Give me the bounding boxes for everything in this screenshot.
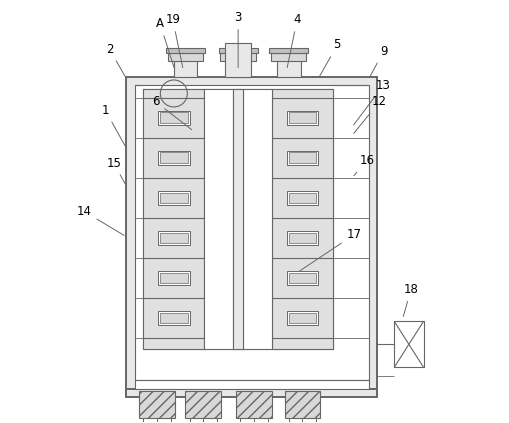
- Bar: [158, 231, 189, 245]
- Bar: [226, 53, 249, 77]
- Bar: [158, 151, 189, 165]
- Text: 12: 12: [353, 95, 386, 133]
- Text: 17: 17: [299, 228, 361, 271]
- Text: 13: 13: [353, 79, 390, 125]
- Bar: [286, 231, 318, 245]
- Text: 2: 2: [105, 43, 125, 76]
- Bar: [158, 271, 189, 285]
- Text: 5: 5: [319, 38, 340, 76]
- Bar: [284, 391, 320, 418]
- Bar: [286, 111, 318, 125]
- Bar: [160, 313, 187, 323]
- Bar: [218, 48, 257, 53]
- Text: 18: 18: [403, 283, 417, 316]
- Bar: [158, 311, 189, 325]
- Bar: [160, 113, 187, 123]
- Bar: [233, 89, 243, 349]
- Bar: [185, 391, 221, 418]
- Text: 15: 15: [106, 157, 125, 184]
- Bar: [134, 380, 368, 389]
- Bar: [126, 389, 377, 397]
- Bar: [225, 43, 250, 77]
- Text: 3: 3: [234, 11, 241, 68]
- Bar: [286, 311, 318, 325]
- Bar: [288, 313, 316, 323]
- Bar: [288, 113, 316, 123]
- Text: 4: 4: [287, 13, 300, 68]
- Bar: [288, 233, 316, 243]
- Bar: [271, 89, 332, 349]
- Text: 16: 16: [353, 154, 374, 176]
- Text: 19: 19: [165, 13, 182, 68]
- Bar: [288, 152, 316, 163]
- Bar: [236, 391, 271, 418]
- Text: 6: 6: [152, 95, 191, 130]
- Bar: [139, 391, 175, 418]
- Bar: [165, 48, 205, 53]
- Bar: [134, 85, 368, 380]
- Bar: [269, 48, 307, 53]
- Bar: [158, 191, 189, 205]
- Bar: [204, 89, 271, 349]
- Text: A: A: [156, 17, 174, 68]
- Bar: [286, 151, 318, 165]
- Bar: [160, 152, 187, 163]
- Text: 1: 1: [101, 104, 125, 146]
- Bar: [173, 53, 197, 77]
- Bar: [288, 273, 316, 283]
- Bar: [160, 192, 187, 203]
- Bar: [160, 273, 187, 283]
- Text: 9: 9: [370, 45, 386, 76]
- Bar: [143, 89, 332, 349]
- Bar: [276, 53, 300, 77]
- Bar: [126, 77, 377, 389]
- Bar: [160, 233, 187, 243]
- Bar: [393, 321, 423, 368]
- Text: 14: 14: [76, 205, 124, 235]
- Bar: [286, 191, 318, 205]
- Bar: [286, 271, 318, 285]
- Bar: [158, 111, 189, 125]
- Bar: [220, 53, 256, 61]
- Bar: [167, 53, 203, 61]
- Bar: [143, 89, 204, 349]
- Bar: [270, 53, 306, 61]
- Bar: [288, 192, 316, 203]
